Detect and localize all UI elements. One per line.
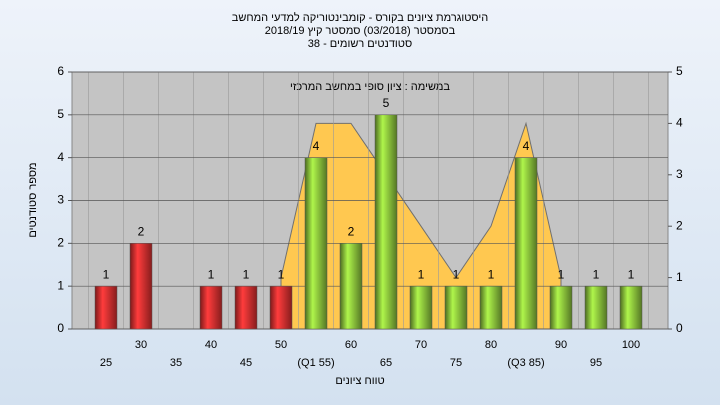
y2-tick-label: 0 <box>676 321 683 335</box>
data-label: 1 <box>593 267 600 281</box>
x-tick-label: 60 <box>345 339 357 351</box>
x-axis-label: טווח ציונים <box>335 375 384 387</box>
data-label: 4 <box>313 139 320 153</box>
bar <box>444 285 468 330</box>
x-tick-label: 90 <box>555 339 567 351</box>
x-tick-label: 50 <box>275 339 287 351</box>
bar <box>584 285 608 330</box>
x-tick-label: (Q3 85) <box>507 357 544 369</box>
data-label: 1 <box>628 267 635 281</box>
x-tick-label: 35 <box>170 357 182 369</box>
x-tick-label: 70 <box>415 339 427 351</box>
bar <box>94 285 118 330</box>
data-label: 1 <box>243 267 250 281</box>
bar <box>339 243 363 330</box>
y-tick-label: 6 <box>57 64 64 78</box>
data-label: 1 <box>103 267 110 281</box>
y2-tick-label: 5 <box>676 64 683 78</box>
y2-tick-label: 3 <box>676 167 683 181</box>
y-tick-label: 4 <box>57 150 64 164</box>
data-label: 1 <box>278 267 285 281</box>
x-tick-label: (Q1 55) <box>297 357 334 369</box>
chart-subtitle: בסמסטר (03/2018) סמסטר קיץ 2018/19 <box>265 25 456 37</box>
y-tick-label: 5 <box>57 107 64 121</box>
y-tick-label: 3 <box>57 193 64 207</box>
bar <box>409 285 433 330</box>
x-tick-label: 80 <box>485 339 497 351</box>
data-label: 5 <box>383 96 390 110</box>
x-tick-label: 95 <box>590 357 602 369</box>
data-label: 1 <box>558 267 565 281</box>
x-tick-label: 75 <box>450 357 462 369</box>
y-axis-label: מספר סטודנטים <box>27 162 39 237</box>
x-tick-label: 65 <box>380 357 392 369</box>
data-label: 1 <box>488 267 495 281</box>
x-tick-label: 30 <box>135 339 147 351</box>
x-tick-label: 100 <box>622 339 640 351</box>
x-tick-label: 40 <box>205 339 217 351</box>
bar <box>234 285 258 330</box>
bar <box>304 157 328 330</box>
data-label: 2 <box>348 225 355 239</box>
chart-subtitle: סטודנטים רשומים - 38 <box>308 38 412 50</box>
bar <box>374 114 398 330</box>
data-label: 4 <box>523 139 530 153</box>
x-tick-label: 25 <box>100 357 112 369</box>
annotation: במשימה : ציון סופי במחשב המרכזי <box>290 81 450 93</box>
y-tick-label: 1 <box>57 278 64 292</box>
data-label: 1 <box>208 267 215 281</box>
y-tick-label: 2 <box>57 236 64 250</box>
bar <box>199 285 223 330</box>
y2-tick-label: 2 <box>676 218 683 232</box>
chart-title: היסטוגרמת ציונים בקורס - קומבינטוריקה למ… <box>232 11 489 24</box>
bar <box>479 285 503 330</box>
y2-tick-label: 4 <box>676 116 683 130</box>
y2-tick-label: 1 <box>676 270 683 284</box>
data-label: 2 <box>138 225 145 239</box>
y-tick-label: 0 <box>57 321 64 335</box>
bar <box>549 285 573 330</box>
x-tick-label: 45 <box>240 357 252 369</box>
bar <box>514 157 538 330</box>
data-label: 1 <box>418 267 425 281</box>
bar <box>619 285 643 330</box>
data-label: 1 <box>453 267 460 281</box>
bar <box>129 243 153 330</box>
bar <box>269 285 293 330</box>
